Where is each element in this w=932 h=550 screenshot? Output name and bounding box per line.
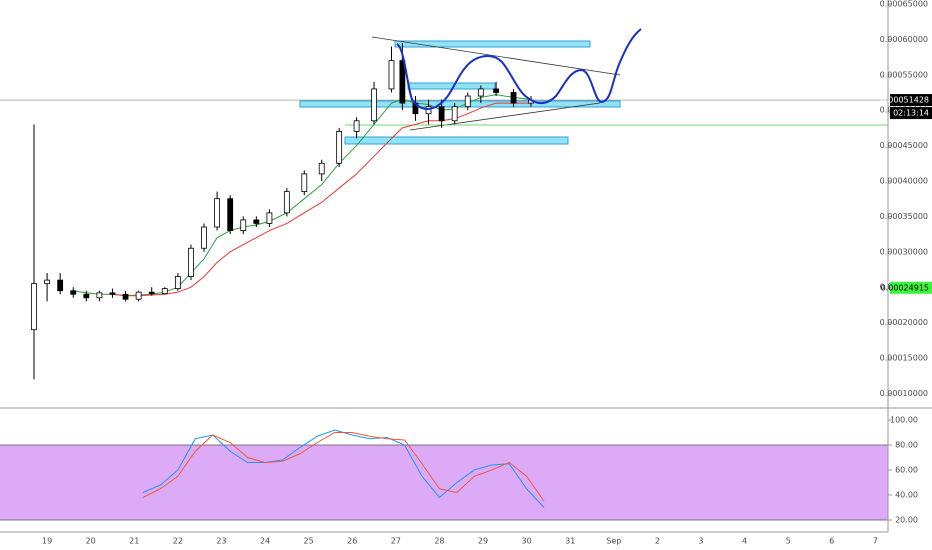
y-tick-label: 0.00035000 bbox=[880, 212, 928, 221]
candle-body bbox=[451, 106, 458, 122]
alert-price-label: 0.00024915 bbox=[881, 283, 929, 292]
line-series bbox=[142, 432, 545, 502]
last-price-box bbox=[890, 94, 932, 107]
candle-body bbox=[510, 92, 517, 104]
back-layer bbox=[0, 3, 892, 521]
countdown-label: 02:13:14 bbox=[893, 109, 929, 118]
x-tick-label: 24 bbox=[260, 537, 270, 546]
candle-body bbox=[109, 292, 116, 295]
y-tick-label: 40.00 bbox=[895, 491, 918, 500]
candle-body bbox=[201, 226, 207, 249]
x-tick-label: 27 bbox=[391, 537, 401, 546]
y-tick-label: 20.00 bbox=[895, 516, 918, 525]
candle-body bbox=[122, 293, 129, 300]
candle-body bbox=[464, 95, 471, 108]
candle-body bbox=[70, 290, 77, 295]
candle-body bbox=[477, 88, 484, 97]
y-tick-label: 80.00 bbox=[895, 441, 918, 450]
candle-body bbox=[371, 88, 377, 122]
x-tick-label: 30 bbox=[522, 537, 532, 546]
labels-layer: 0.000100000.000150000.000200000.00025000… bbox=[42, 0, 932, 546]
candle-body bbox=[283, 191, 290, 214]
countdown-box bbox=[890, 107, 932, 120]
x-tick-label: 21 bbox=[129, 537, 139, 546]
candle-body bbox=[135, 291, 142, 300]
candle-body bbox=[240, 219, 247, 231]
candle-body bbox=[96, 292, 103, 299]
candle-body bbox=[57, 279, 64, 292]
candle-body bbox=[336, 131, 343, 164]
candle-body bbox=[83, 293, 90, 299]
projection-curve bbox=[396, 28, 642, 110]
y-tick-label: 0.00030000 bbox=[880, 247, 928, 256]
candle-body bbox=[174, 276, 181, 290]
x-tick-label: 26 bbox=[347, 537, 357, 546]
candle-body bbox=[148, 291, 155, 294]
y-tick-label: 0.00065000 bbox=[880, 0, 928, 8]
candle-body bbox=[318, 162, 325, 175]
candle-body bbox=[388, 60, 395, 90]
x-tick-label: 20 bbox=[86, 537, 96, 546]
candle-body bbox=[353, 120, 360, 132]
x-tick-label: 19 bbox=[42, 537, 52, 546]
y-tick-label: 0.00060000 bbox=[880, 35, 928, 44]
candle-body bbox=[399, 60, 406, 104]
x-tick-label: 6 bbox=[829, 537, 834, 546]
zone-box bbox=[394, 40, 591, 48]
candle-body bbox=[301, 173, 308, 193]
x-tick-label: 31 bbox=[565, 537, 575, 546]
x-tick-label: 2 bbox=[655, 537, 660, 546]
drawings bbox=[299, 36, 888, 145]
band bbox=[0, 445, 888, 520]
y-tick-label: 0.00045000 bbox=[880, 141, 928, 150]
x-tick-label: 7 bbox=[873, 537, 878, 546]
y-tick-label: 0.00010000 bbox=[880, 389, 928, 398]
x-tick-label: 28 bbox=[434, 537, 444, 546]
candle-body bbox=[31, 283, 37, 331]
x-tick-label: 3 bbox=[698, 537, 703, 546]
candle-body bbox=[425, 106, 432, 115]
candle-body bbox=[161, 288, 168, 294]
candle-body bbox=[214, 198, 220, 228]
y-tick-label: 0.00055000 bbox=[880, 70, 928, 79]
y-tick-label: 0.00015000 bbox=[880, 354, 928, 363]
candle-body bbox=[438, 106, 445, 122]
x-tick-label: Sep bbox=[606, 537, 621, 546]
y-tick-label: 0.00040000 bbox=[880, 176, 928, 185]
candle-body bbox=[227, 198, 234, 231]
candle-body bbox=[493, 88, 499, 93]
x-tick-label: 5 bbox=[786, 537, 791, 546]
y-tick-label: 60.00 bbox=[895, 466, 918, 475]
x-tick-label: 29 bbox=[478, 537, 488, 546]
candle-body bbox=[188, 247, 194, 277]
candle-body bbox=[44, 279, 50, 285]
x-tick-label: 22 bbox=[173, 537, 183, 546]
alert-price-box bbox=[890, 281, 932, 294]
zone-box bbox=[344, 136, 569, 145]
y-tick-label: 100.00 bbox=[890, 416, 918, 425]
x-tick-label: 23 bbox=[216, 537, 226, 546]
trend-line bbox=[371, 36, 621, 76]
candle-body bbox=[266, 212, 273, 224]
x-tick-label: 4 bbox=[742, 537, 747, 546]
candle-body bbox=[253, 219, 260, 224]
marks-layer bbox=[31, 42, 545, 508]
y-tick-label: 0.00020000 bbox=[880, 318, 928, 327]
last-price-label: 0.00051428 bbox=[881, 96, 929, 105]
x-tick-label: 25 bbox=[304, 537, 314, 546]
